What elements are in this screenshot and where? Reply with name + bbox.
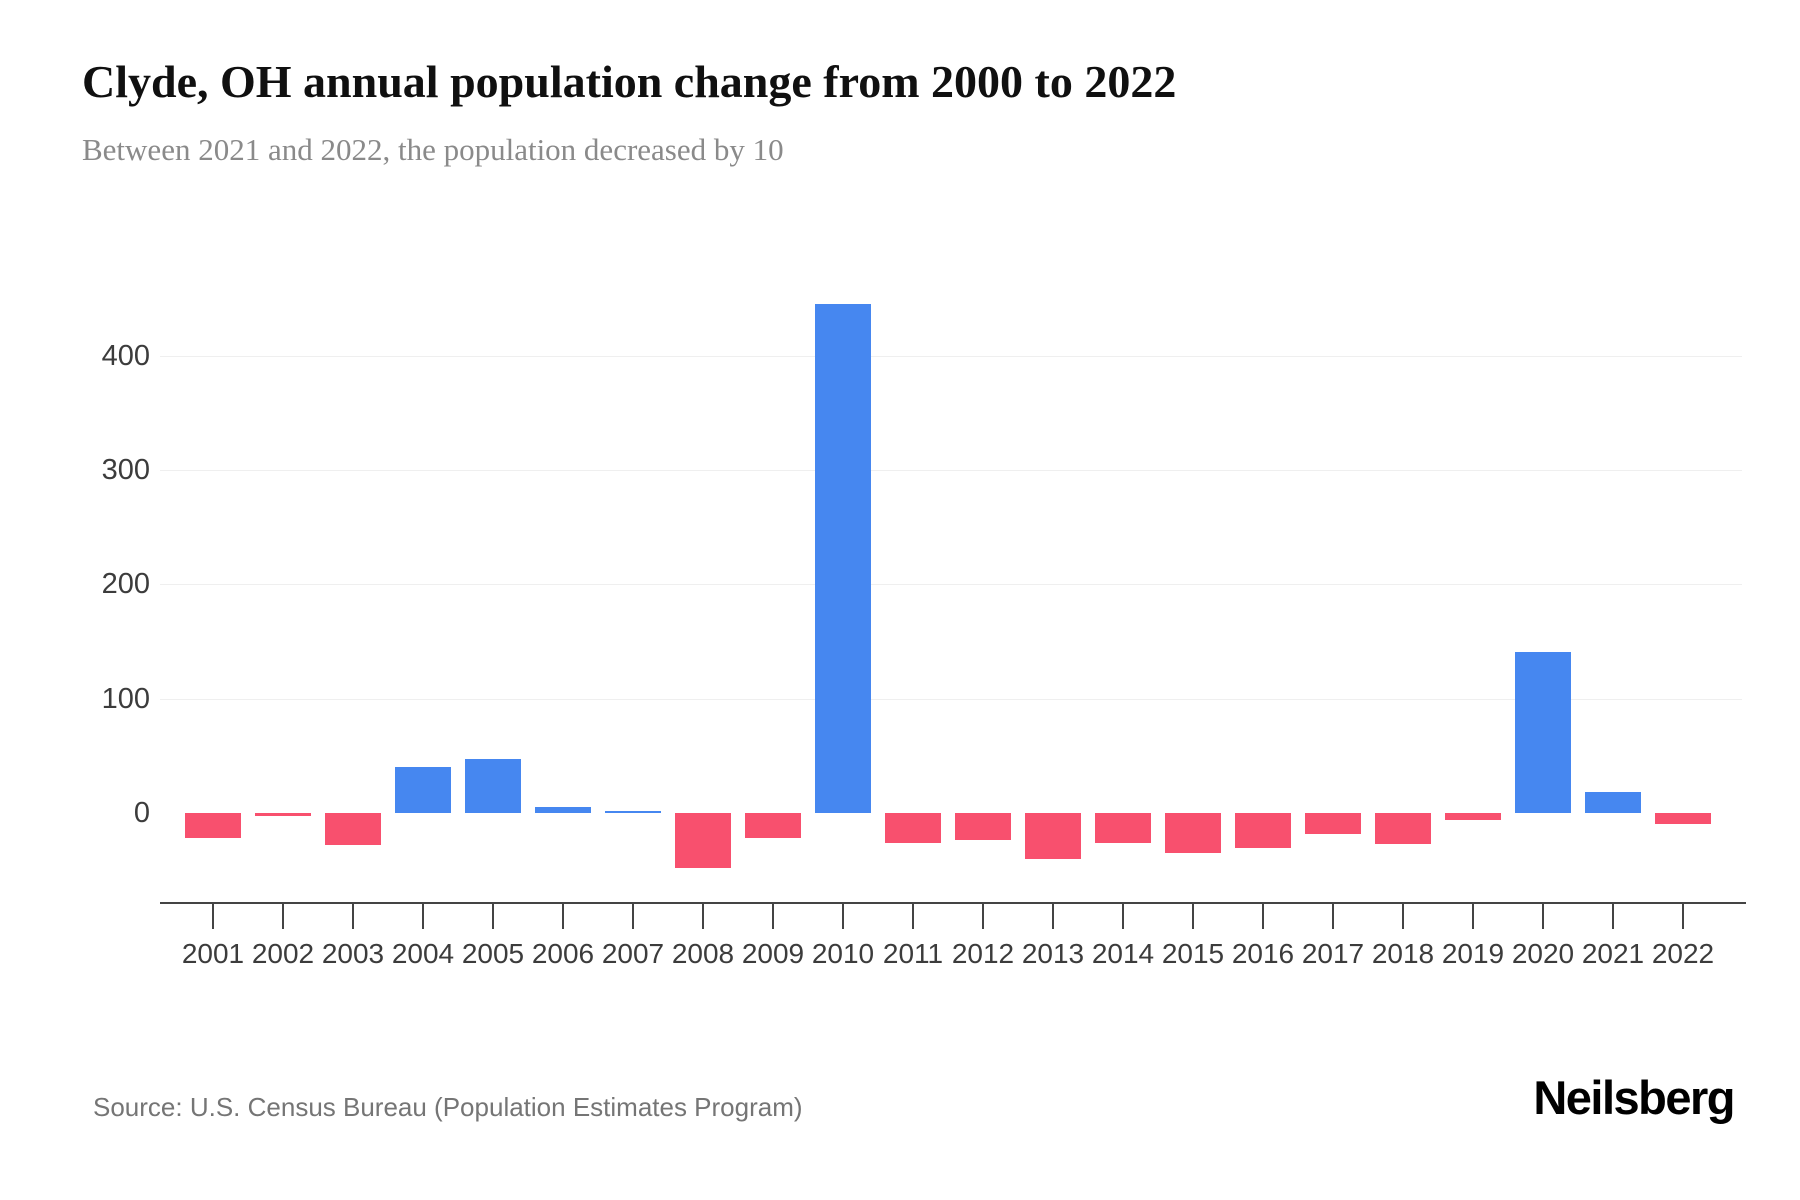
x-tick-2019	[1472, 904, 1474, 929]
x-tick-label-2010: 2010	[811, 938, 875, 969]
x-tick-label-2011: 2011	[882, 938, 944, 969]
x-tick-2001	[212, 904, 214, 929]
y-tick-label-200: 200	[101, 568, 150, 601]
bar-2017	[1305, 813, 1361, 834]
x-tick-2006	[562, 904, 564, 929]
x-tick-label-2008: 2008	[671, 938, 735, 969]
source-note: Source: U.S. Census Bureau (Population E…	[93, 1092, 803, 1122]
x-tick-2016	[1262, 904, 1264, 929]
bar-2010	[815, 304, 871, 813]
x-tick-label-2006: 2006	[531, 938, 595, 969]
bar-2009	[745, 813, 801, 839]
x-tick-2013	[1052, 904, 1054, 929]
bar-2011	[885, 813, 941, 843]
bar-2020	[1515, 651, 1571, 813]
bar-2007	[605, 810, 661, 813]
x-tick-label-2020: 2020	[1511, 938, 1575, 969]
x-tick-label-2001: 2001	[181, 938, 245, 969]
x-tick-label-2009: 2009	[741, 938, 805, 969]
x-tick-label-2017: 2017	[1301, 938, 1365, 969]
x-tick-label-2016: 2016	[1231, 938, 1295, 969]
bar-2005	[465, 759, 521, 813]
y-tick-label-300: 300	[101, 454, 150, 487]
bar-2012	[955, 813, 1011, 841]
x-tick-label-2005: 2005	[461, 938, 525, 969]
bar-2002	[255, 813, 311, 817]
x-tick-label-2018: 2018	[1371, 938, 1435, 969]
x-tick-2010	[842, 904, 844, 929]
x-tick-label-2004: 2004	[391, 938, 455, 969]
x-tick-2018	[1402, 904, 1404, 929]
x-tick-2022	[1682, 904, 1684, 929]
x-tick-2008	[702, 904, 704, 929]
x-tick-2015	[1192, 904, 1194, 929]
bar-2008	[675, 813, 731, 868]
bar-2018	[1375, 813, 1431, 844]
x-tick-label-2021: 2021	[1581, 938, 1645, 969]
y-tick-label-100: 100	[101, 682, 150, 715]
bar-2014	[1095, 813, 1151, 843]
y-tick-label-400: 400	[101, 339, 150, 372]
gridline-400	[160, 355, 1742, 357]
x-tick-2011	[912, 904, 914, 929]
y-tick-label-0: 0	[133, 797, 150, 829]
neilsberg-logo: Neilsberg	[1533, 1071, 1735, 1124]
bar-2013	[1025, 813, 1081, 859]
x-tick-2012	[982, 904, 984, 929]
x-tick-2005	[492, 904, 494, 929]
chart-title: Clyde, OH annual population change from …	[82, 56, 1177, 107]
x-tick-label-2012: 2012	[951, 938, 1015, 969]
bar-2019	[1445, 813, 1501, 820]
bar-2006	[535, 807, 591, 813]
x-tick-2017	[1332, 904, 1334, 929]
x-tick-label-2014: 2014	[1091, 938, 1155, 969]
x-tick-label-2019: 2019	[1441, 938, 1505, 969]
gridline-100	[160, 698, 1742, 700]
x-tick-label-2015: 2015	[1161, 938, 1225, 969]
x-tick-2004	[422, 904, 424, 929]
x-tick-label-2003: 2003	[321, 938, 385, 969]
x-tick-label-2022: 2022	[1651, 938, 1715, 969]
x-tick-label-2013: 2013	[1021, 938, 1085, 969]
bar-2016	[1235, 813, 1291, 849]
x-tick-2007	[632, 904, 634, 929]
x-tick-2009	[772, 904, 774, 929]
x-tick-2014	[1122, 904, 1124, 929]
x-tick-2002	[282, 904, 284, 929]
plot-area: 0 100 200 300 400 2001 2002 2003 2004 2005 2006 200…	[101, 304, 1746, 969]
x-tick-2003	[352, 904, 354, 929]
x-axis-line	[160, 902, 1746, 904]
x-tick-label-2007: 2007	[601, 938, 665, 969]
bar-2003	[325, 813, 381, 845]
gridline-200	[160, 584, 1742, 586]
chart-subtitle: Between 2021 and 2022, the population de…	[82, 132, 784, 167]
bar-2015	[1165, 813, 1221, 853]
x-tick-2021	[1612, 904, 1614, 929]
bar-2004	[395, 767, 451, 813]
bar-2021	[1585, 792, 1641, 813]
bar-2001	[185, 813, 241, 839]
gridline-300	[160, 470, 1742, 472]
x-tick-label-2002: 2002	[251, 938, 315, 969]
x-tick-2020	[1542, 904, 1544, 929]
bar-2022	[1655, 813, 1711, 825]
